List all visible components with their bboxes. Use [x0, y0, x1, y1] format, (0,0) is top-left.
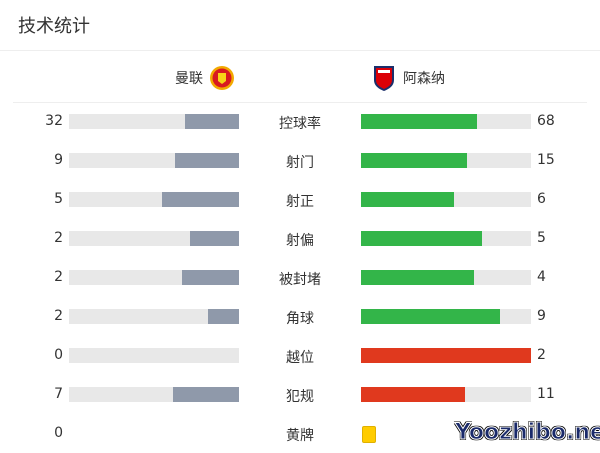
home-value: 0: [54, 425, 63, 441]
home-bar-fill: [208, 309, 239, 324]
away-bar-fill: [361, 114, 477, 129]
stat-row: 2 角球 9: [0, 307, 600, 327]
home-value: 32: [45, 113, 63, 129]
away-bar-fill: [361, 309, 501, 324]
home-bar-fill: [190, 231, 239, 246]
away-bar: [361, 270, 531, 285]
away-bar-fill: [361, 387, 465, 402]
home-bar-fill: [175, 153, 239, 168]
home-value: 5: [54, 191, 63, 207]
away-bar: [361, 114, 531, 129]
stat-label: 控球率: [279, 116, 321, 132]
away-value: 15: [537, 152, 555, 168]
stat-row: 32 控球率 68: [0, 112, 600, 132]
away-value: 2: [537, 347, 546, 363]
away-bar-fill: [361, 153, 468, 168]
stat-label: 射门: [286, 155, 314, 171]
home-bar: [69, 192, 239, 207]
away-bar: [361, 309, 531, 324]
stat-row: 9 射门 15: [0, 151, 600, 171]
stat-row: 2 被封堵 4: [0, 268, 600, 288]
home-bar: [69, 231, 239, 246]
away-bar: [361, 231, 531, 246]
away-bar: [361, 153, 531, 168]
away-bar: [361, 348, 531, 363]
home-bar-fill: [182, 270, 239, 285]
home-team-name: 曼联: [175, 71, 203, 87]
stat-label: 被封堵: [279, 272, 321, 288]
stat-row: 0 黄牌: [0, 424, 600, 444]
stat-label: 犯规: [286, 389, 314, 405]
home-bar-fill: [161, 192, 239, 207]
away-value: 6: [537, 191, 546, 207]
home-bar-fill: [184, 114, 239, 129]
stat-label: 射偏: [286, 233, 314, 249]
yellow-card-icon: [362, 426, 376, 443]
home-bar: [69, 114, 239, 129]
divider: [13, 102, 587, 103]
away-bar-fill: [361, 270, 475, 285]
away-value: 9: [537, 308, 546, 324]
away-value: 5: [537, 230, 546, 246]
stat-row: 5 射正 6: [0, 190, 600, 210]
home-bar-fill: [172, 387, 239, 402]
away-value: 11: [537, 386, 555, 402]
away-value: 4: [537, 269, 546, 285]
divider: [0, 50, 600, 51]
home-value: 0: [54, 347, 63, 363]
man-utd-crest-icon: [210, 66, 234, 90]
stat-label: 角球: [286, 311, 314, 327]
stat-label: 射正: [286, 194, 314, 210]
section-title: 技术统计: [18, 16, 90, 37]
home-value: 7: [54, 386, 63, 402]
away-bar-fill: [361, 192, 454, 207]
home-value: 2: [54, 230, 63, 246]
away-bar: [361, 387, 531, 402]
home-value: 2: [54, 269, 63, 285]
arsenal-crest-icon: [374, 66, 394, 91]
away-team: 阿森纳: [371, 64, 445, 92]
stat-label: 黄牌: [286, 428, 314, 444]
home-bar: [69, 348, 239, 363]
away-bar: [361, 192, 531, 207]
home-bar: [69, 309, 239, 324]
home-bar: [69, 270, 239, 285]
stat-row: 7 犯规 11: [0, 385, 600, 405]
watermark: Yoozhibo.net: [454, 420, 600, 446]
stat-label: 越位: [286, 350, 314, 366]
home-value: 2: [54, 308, 63, 324]
home-bar: [69, 153, 239, 168]
away-bar-fill: [361, 348, 531, 363]
home-bar: [69, 387, 239, 402]
away-bar-fill: [361, 231, 483, 246]
home-team: 曼联: [175, 64, 235, 92]
away-value: 68: [537, 113, 555, 129]
home-value: 9: [54, 152, 63, 168]
away-team-name: 阿森纳: [403, 71, 445, 87]
stat-row: 0 越位 2: [0, 346, 600, 366]
stat-row: 2 射偏 5: [0, 229, 600, 249]
